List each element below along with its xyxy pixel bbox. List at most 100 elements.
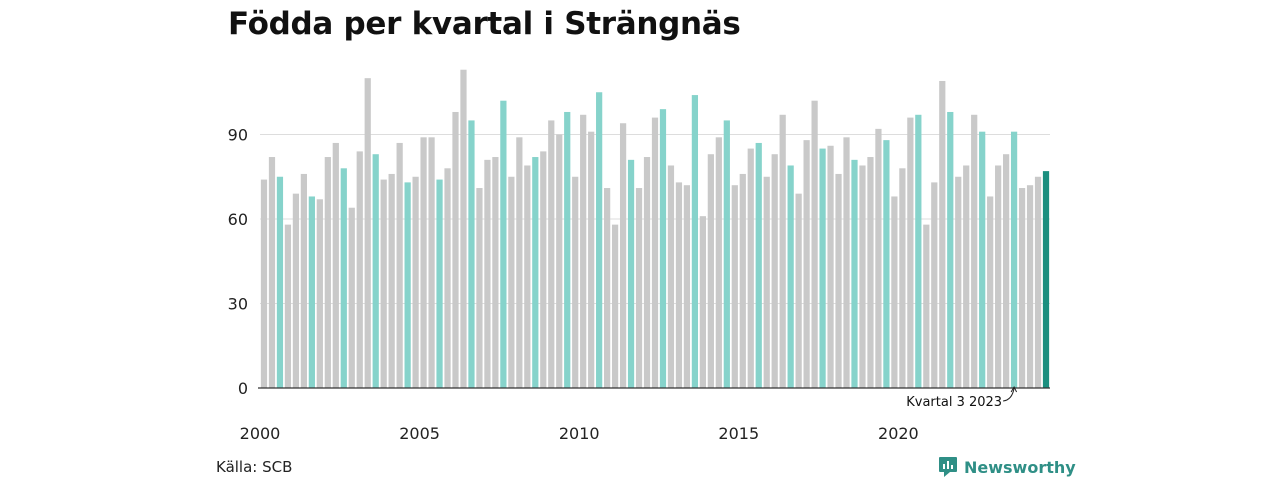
annotation-arrowhead	[1010, 385, 1018, 393]
bar	[604, 188, 611, 388]
bar	[316, 199, 323, 388]
bar	[731, 185, 738, 388]
bar	[715, 137, 722, 388]
bar	[404, 182, 411, 388]
bar	[883, 140, 890, 388]
bar	[803, 140, 810, 388]
y-tick-label: 90	[228, 126, 248, 145]
bar	[675, 182, 683, 388]
bar	[340, 168, 347, 388]
bar	[372, 154, 379, 388]
source-note: Källa: SCB	[216, 458, 293, 476]
bar	[444, 168, 451, 388]
bar	[284, 224, 292, 388]
y-tick-label: 0	[238, 379, 248, 398]
bar	[667, 165, 675, 388]
bar	[923, 224, 930, 388]
bar	[859, 165, 866, 388]
bar	[867, 157, 874, 388]
bar	[516, 137, 523, 388]
bar	[1042, 171, 1050, 388]
bar	[1034, 176, 1042, 388]
bar	[308, 196, 315, 388]
bar	[875, 128, 882, 388]
bar	[420, 137, 427, 388]
bar	[947, 111, 954, 388]
bar	[891, 196, 898, 388]
bar	[452, 111, 459, 388]
bar	[683, 185, 691, 388]
bar	[739, 173, 746, 388]
bar	[635, 188, 643, 388]
bar	[348, 207, 355, 388]
annotation-label: Kvartal 3 2023	[906, 395, 1002, 410]
bar	[779, 114, 786, 389]
bar	[1018, 188, 1026, 388]
x-tick-label: 2010	[559, 424, 600, 443]
x-tick-label: 2005	[399, 424, 440, 443]
bar	[1026, 185, 1034, 388]
bars	[260, 69, 1050, 389]
axes: 0 30 60 90 2000 2005 2010 2015 2020	[228, 126, 1050, 443]
bar	[1010, 131, 1018, 388]
bar	[763, 176, 770, 388]
bar	[532, 157, 539, 388]
bar	[811, 100, 818, 388]
bar	[939, 80, 946, 388]
bar	[995, 165, 1002, 388]
bar	[651, 117, 659, 388]
bar	[492, 157, 499, 388]
x-tick-label: 2000	[240, 424, 281, 443]
bar	[596, 92, 603, 388]
bar	[619, 123, 627, 388]
bar	[787, 165, 794, 388]
bar	[771, 154, 778, 388]
bar	[659, 109, 667, 389]
x-tick-label: 2015	[718, 424, 759, 443]
bar	[412, 176, 419, 388]
bar	[915, 114, 922, 389]
bar	[476, 188, 483, 388]
bar	[1002, 154, 1010, 388]
bar	[556, 134, 563, 388]
bar	[356, 151, 363, 388]
bar	[907, 117, 914, 388]
bar	[851, 159, 858, 388]
bar	[436, 179, 443, 388]
bar	[827, 145, 834, 388]
bar	[300, 173, 308, 388]
x-tick-label: 2020	[878, 424, 919, 443]
newsworthy-logo-icon	[939, 457, 957, 477]
bar	[548, 120, 555, 389]
bar	[627, 159, 635, 388]
bar	[987, 196, 994, 388]
bar	[500, 100, 507, 388]
bar	[755, 142, 762, 388]
bar	[540, 151, 547, 388]
y-tick-label: 30	[228, 295, 248, 314]
bar	[324, 157, 331, 388]
bar	[508, 176, 515, 388]
brand-logo: Newsworthy	[938, 456, 1076, 478]
bar	[899, 168, 906, 388]
bar	[564, 111, 571, 388]
bar	[460, 69, 467, 388]
bar	[819, 148, 826, 388]
bar	[580, 114, 587, 389]
bar	[723, 120, 730, 389]
bar	[795, 193, 802, 388]
bar	[332, 142, 339, 388]
bar	[707, 154, 714, 388]
bar	[524, 165, 531, 388]
bar	[468, 120, 475, 389]
bar	[428, 137, 435, 388]
bar	[611, 224, 619, 388]
bar	[963, 165, 970, 388]
bar	[691, 95, 699, 389]
y-tick-label: 60	[228, 210, 248, 229]
bar	[747, 148, 754, 388]
bar	[979, 131, 986, 388]
bar	[276, 176, 284, 388]
bar	[260, 179, 268, 388]
